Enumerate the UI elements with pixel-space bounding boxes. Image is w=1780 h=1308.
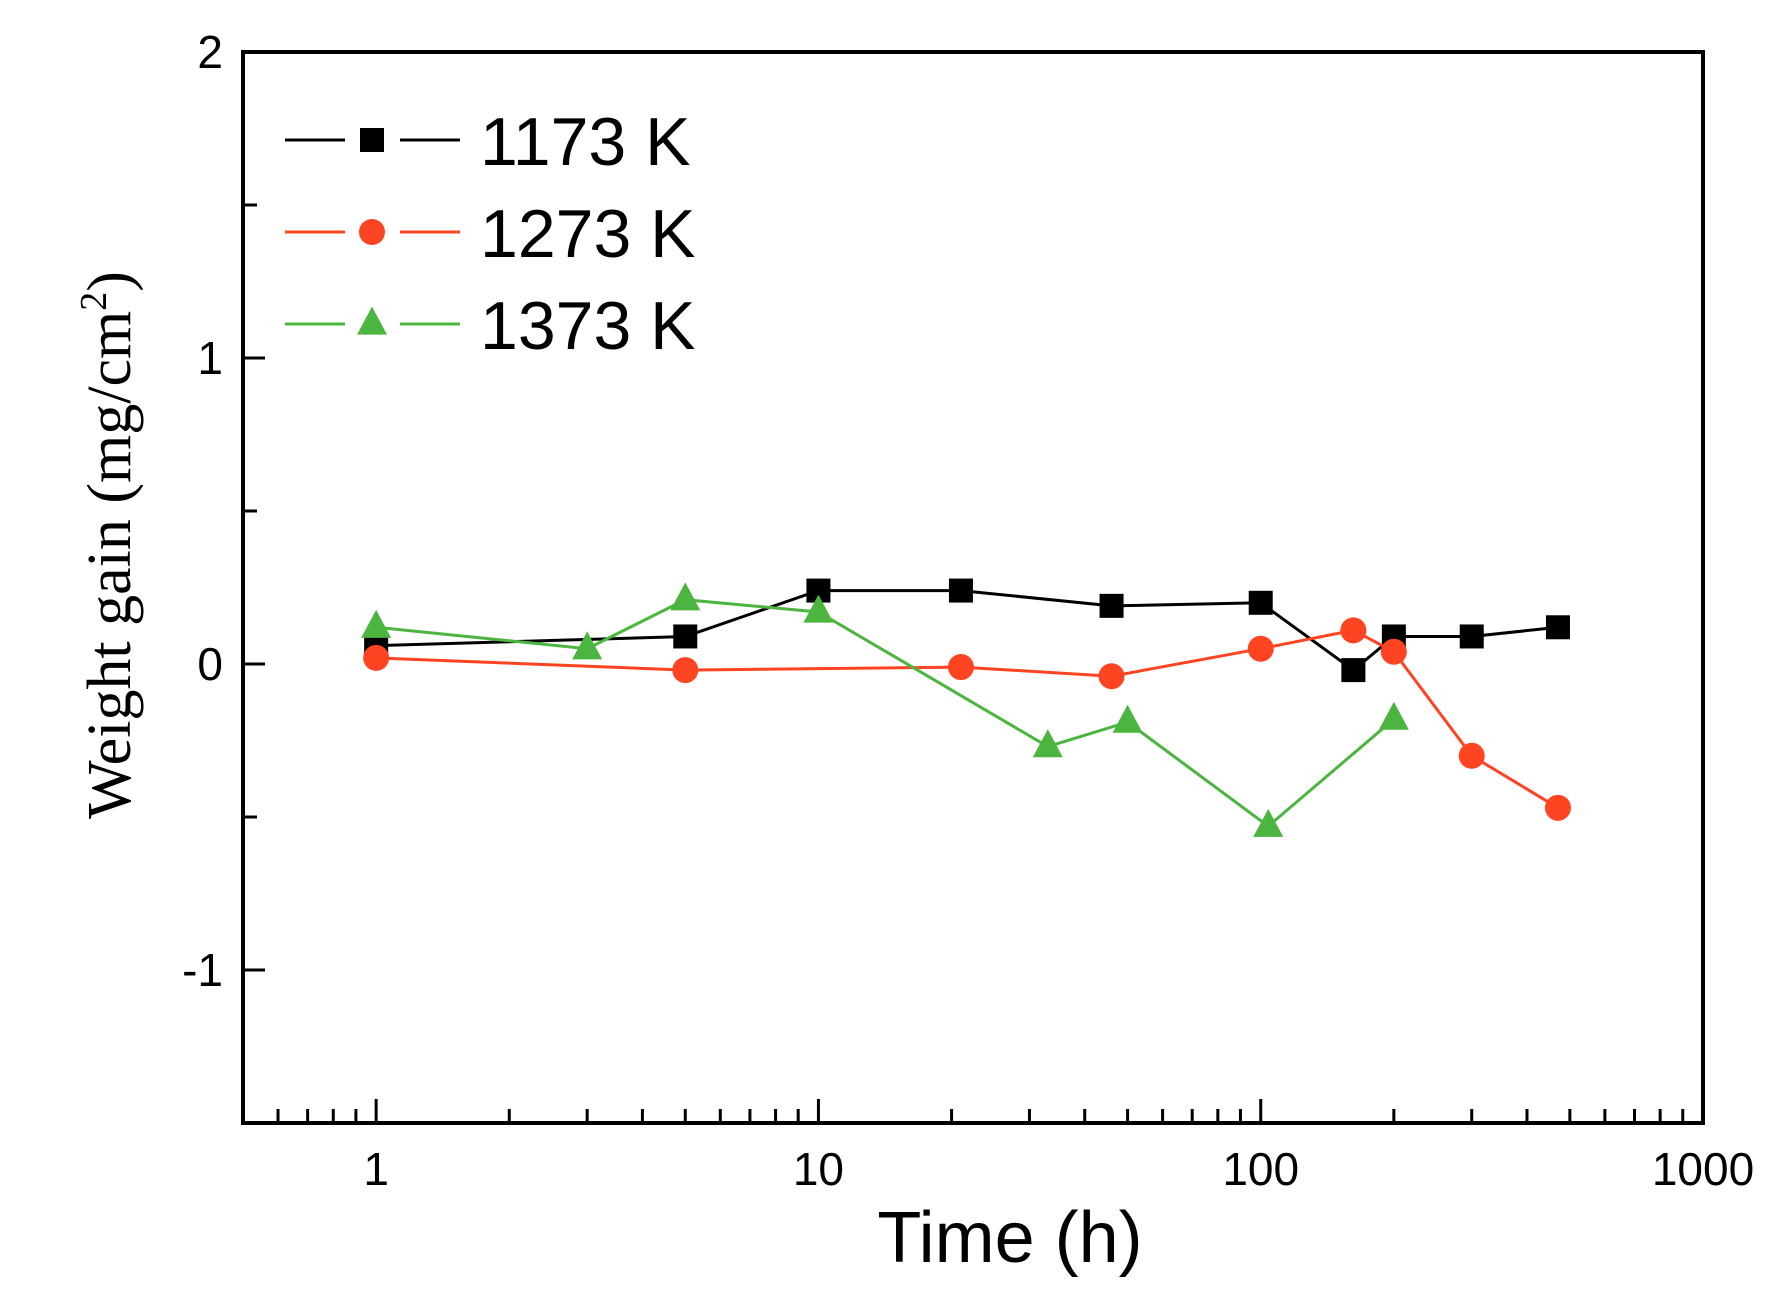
plot-frame	[241, 50, 1705, 1125]
data-point	[1032, 729, 1063, 758]
legend-label: 1273 K	[480, 196, 696, 272]
x-axis-title: Time (h)	[877, 1198, 1142, 1278]
data-point	[670, 582, 701, 611]
data-series	[361, 578, 1571, 837]
data-point	[1458, 742, 1485, 769]
data-point	[1545, 615, 1570, 640]
x-tick-label: 1000	[1652, 1143, 1754, 1195]
y-axis-title-close: )	[76, 271, 144, 292]
data-point	[1112, 704, 1143, 733]
data-point	[948, 578, 973, 603]
data-point	[1378, 701, 1409, 730]
data-point	[803, 594, 834, 623]
legend-marker	[359, 219, 385, 245]
legend-marker	[360, 128, 384, 152]
legend-marker	[357, 306, 387, 335]
data-point	[572, 631, 603, 660]
x-tick-label: 1	[363, 1143, 389, 1195]
data-point	[1380, 638, 1407, 665]
data-point	[1459, 624, 1484, 649]
data-point	[1247, 635, 1274, 662]
series-line	[376, 589, 1559, 672]
y-tick-label: 2	[197, 26, 223, 78]
legend-label: 1173 K	[480, 104, 690, 180]
axis-ticks: 1 10 100 1000 -1 0 1 2	[182, 26, 1754, 1195]
y-tick-label: -1	[182, 944, 223, 996]
y-tick-label: 1	[197, 332, 223, 384]
y-tick-label: 0	[197, 638, 223, 690]
y-axis-title-main: Weight gain (mg/cm	[76, 311, 144, 819]
data-point	[363, 644, 390, 671]
data-point	[1340, 617, 1367, 644]
data-point	[672, 657, 699, 684]
x-tick-label: 10	[793, 1143, 844, 1195]
data-point	[947, 654, 974, 681]
x-tick-label: 100	[1222, 1143, 1299, 1195]
y-axis-title: Weight gain (mg/cm2)	[73, 271, 144, 819]
data-point	[1341, 658, 1366, 683]
data-point	[1253, 808, 1284, 837]
data-point	[1098, 663, 1125, 690]
data-point	[1248, 590, 1273, 615]
series-1173-k	[364, 578, 1570, 683]
data-point	[361, 609, 392, 638]
data-point	[1544, 794, 1571, 821]
legend-item: 1173 K	[285, 104, 690, 180]
data-point	[673, 624, 698, 649]
legend-label: 1373 K	[480, 288, 696, 364]
series-1373-k	[361, 582, 1409, 837]
data-point	[1099, 593, 1124, 618]
series-1273-k	[363, 617, 1571, 821]
series-line	[375, 598, 1395, 829]
legend-item: 1373 K	[285, 288, 696, 364]
y-axis-title-superscript: 2	[73, 292, 115, 311]
legend-item: 1273 K	[285, 196, 696, 272]
legend: 1173 K 1273 K 1373 K	[285, 104, 696, 364]
